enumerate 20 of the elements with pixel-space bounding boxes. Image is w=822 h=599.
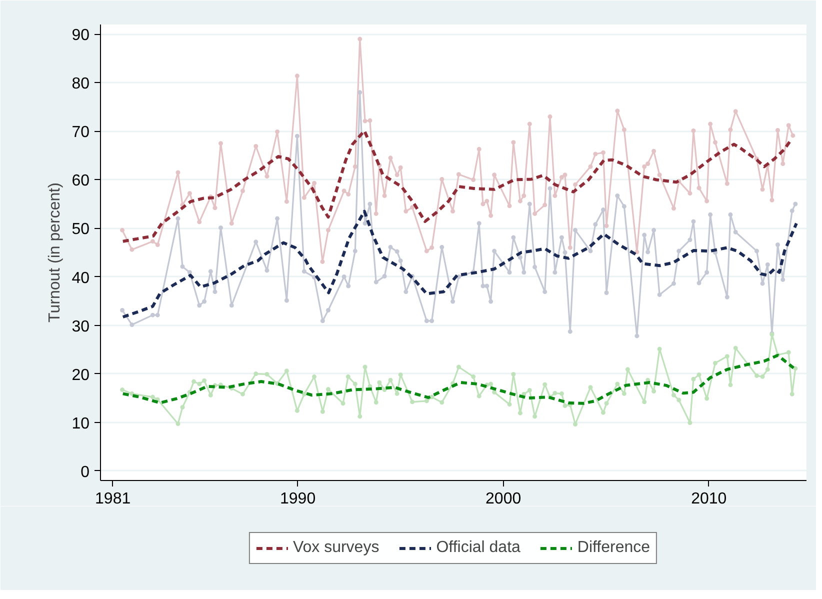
y-tick-label: 30 (72, 318, 90, 336)
y-tick-label: 80 (72, 76, 90, 93)
x-tick-label: 2010 (691, 490, 727, 508)
y-tick-label: 70 (72, 124, 90, 142)
y-tick-label: 60 (72, 172, 90, 190)
line-series (121, 129, 793, 243)
y-tick-label: 0 (80, 464, 90, 481)
line-series (121, 210, 798, 319)
x-tick-label: 1990 (280, 490, 316, 508)
y-tick-label: 10 (72, 415, 90, 432)
legend-label: Official data (436, 539, 520, 557)
x-tick-label: 2000 (486, 490, 522, 508)
legend-label: Difference (577, 539, 650, 557)
legend-label: Vox surveys (292, 539, 380, 557)
y-tick-label: 90 (72, 27, 90, 44)
y-axis-title: Turnout (in percent) (46, 182, 64, 322)
y-tick-label: 20 (72, 366, 90, 384)
y-tick-label: 50 (72, 221, 90, 238)
y-tick-label: 40 (72, 270, 90, 287)
x-tick-label: 1981 (95, 490, 131, 508)
